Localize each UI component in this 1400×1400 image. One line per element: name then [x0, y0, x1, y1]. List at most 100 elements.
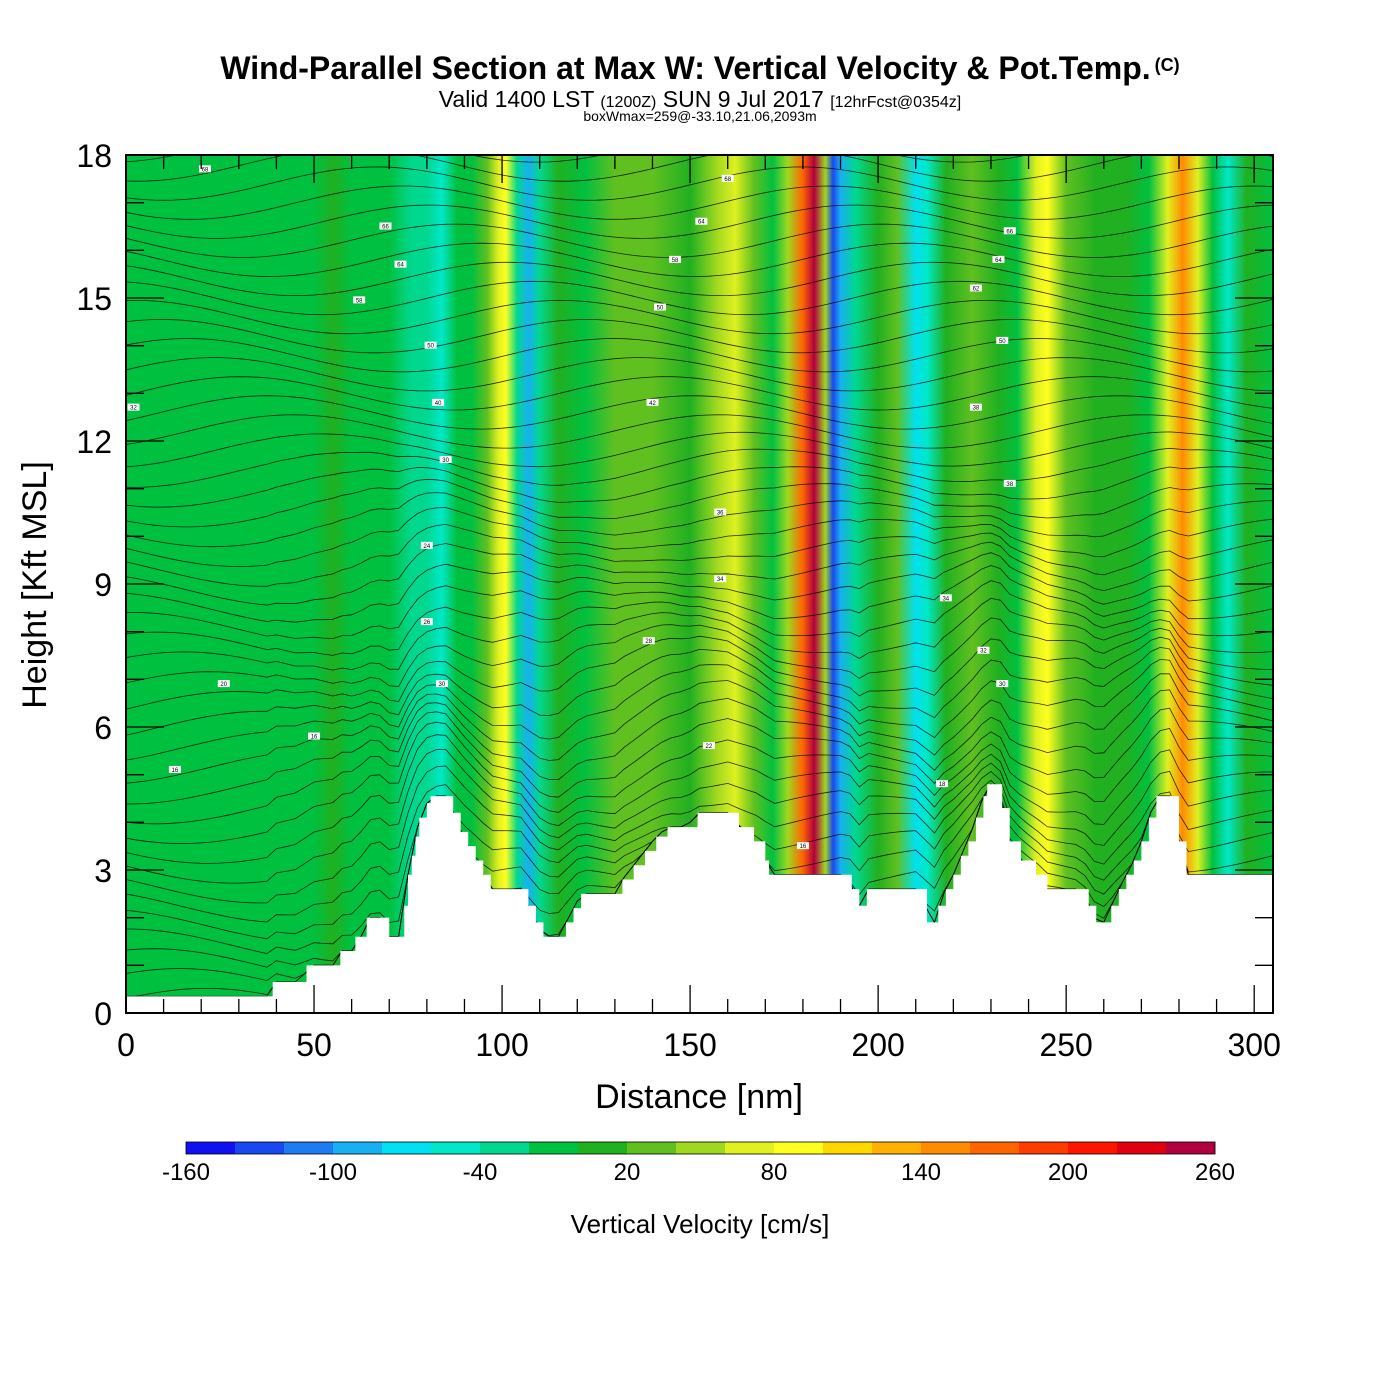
x-tick-label: 100 — [475, 1027, 528, 1063]
colorbar-frame — [185, 1141, 1216, 1155]
contour-label-box — [695, 217, 708, 225]
x-axis-title: Distance [nm] — [595, 1078, 803, 1116]
contour-label-box — [308, 732, 321, 740]
contour-label: 16 — [800, 844, 807, 850]
theta-contour — [126, 597, 1273, 671]
contour-label: 30 — [999, 682, 1006, 688]
theta-contour — [126, 376, 1273, 411]
colorbar-swatch — [235, 1142, 285, 1154]
colorbar-label: 80 — [761, 1159, 788, 1186]
theta-contour — [126, 646, 1273, 736]
theta-contour — [126, 242, 1273, 277]
theta-contour — [126, 580, 1273, 656]
colorbar-label: 140 — [901, 1159, 941, 1186]
y-tick-label: 12 — [76, 424, 112, 460]
theta-contour — [126, 689, 1273, 805]
contour-label-box — [1003, 479, 1016, 487]
contour-label-box — [217, 680, 230, 688]
colorbar-swatch — [431, 1142, 481, 1154]
y-axis-title: Height [Kft MSL] — [16, 461, 54, 709]
contour-label-box — [969, 284, 982, 292]
contour-label: 68 — [202, 167, 209, 173]
x-tick-label: 0 — [117, 1027, 135, 1063]
contour-label: 30 — [442, 458, 449, 464]
contour-label-box — [420, 618, 433, 626]
theta-contour — [126, 658, 1273, 761]
contour-label-box — [796, 842, 809, 850]
contour-label-box — [439, 456, 452, 464]
terrain-mask — [126, 784, 1273, 1013]
colorbar-swatch — [1166, 1142, 1216, 1154]
colorbar-swatch — [284, 1142, 334, 1154]
contour-label: 28 — [645, 639, 652, 645]
theta-contour — [126, 319, 1273, 354]
theta-contour — [126, 166, 1273, 201]
x-axis: 0 50 100 150 200 250 300 — [117, 155, 1281, 1063]
colorbar-swatch — [480, 1142, 530, 1154]
contour-label-box — [721, 174, 734, 182]
contour-label: 34 — [717, 577, 724, 583]
colorbar-swatch — [529, 1142, 579, 1154]
contour-label: 20 — [220, 682, 227, 688]
colorbar-swatch — [186, 1142, 236, 1154]
theta-contour — [126, 765, 1273, 904]
theta-contour — [126, 734, 1273, 864]
contour-label-box — [127, 403, 140, 411]
colorbar-swatch — [921, 1142, 971, 1154]
chart-title: Wind-Parallel Section at Max W: Vertical… — [220, 50, 1180, 86]
contour-label-box — [654, 303, 667, 311]
colorbar-swatch — [1068, 1142, 1118, 1154]
theta-contour — [126, 155, 1273, 182]
theta-contour — [126, 357, 1273, 392]
colorbar-swatch — [333, 1142, 383, 1154]
contour-label-box — [198, 165, 211, 173]
colorbar-label: 200 — [1048, 1159, 1088, 1186]
contour-label: 50 — [999, 339, 1006, 345]
forecast-info: [12hrFcst@0354z] — [830, 94, 962, 111]
contour-label: 64 — [698, 220, 705, 226]
box-wmax-info: boxWmax=259@-33.10,21.06,2093m — [583, 108, 817, 124]
theta-contour — [126, 541, 1273, 606]
theta-contour — [126, 414, 1273, 449]
valid-date: SUN 9 Jul 2017 — [662, 86, 824, 112]
theta-contour — [126, 261, 1273, 297]
colorbar-swatch — [676, 1142, 726, 1154]
contour-label: 34 — [942, 596, 949, 602]
contour-label: 24 — [424, 544, 431, 550]
contour-label: 38 — [973, 406, 980, 412]
y-tick-label: 18 — [76, 138, 112, 174]
theta-contour — [126, 523, 1273, 587]
colorbar-swatch — [627, 1142, 677, 1154]
contour-label: 50 — [427, 344, 434, 350]
colorbar-swatch — [774, 1142, 824, 1154]
theta-contour — [126, 707, 1273, 825]
contour-label-box — [992, 255, 1005, 263]
theta-contour — [126, 617, 1273, 688]
y-tick-label: 9 — [94, 567, 112, 603]
theta-contour — [126, 748, 1273, 884]
colorbar: -160 -100 -40 20 80 140 200 260 — [162, 1141, 1235, 1186]
theta-contour — [126, 507, 1273, 567]
contour-label: 22 — [706, 744, 713, 750]
theta-contour — [126, 431, 1273, 468]
chart-subtitle: Valid 1400 LST (1200Z) SUN 9 Jul 2017 [1… — [0, 86, 1400, 113]
theta-contour — [126, 299, 1273, 335]
colorbar-swatch — [823, 1142, 873, 1154]
contour-label: 64 — [995, 258, 1002, 264]
theta-contour — [126, 565, 1273, 640]
theta-contour — [126, 447, 1273, 488]
contour-label-box — [669, 255, 682, 263]
theta-contour — [126, 721, 1273, 845]
colorbar-swatch — [578, 1142, 628, 1154]
contour-label: 66 — [1006, 229, 1013, 235]
contour-label-box — [996, 336, 1009, 344]
colorbar-label: -160 — [162, 1159, 210, 1186]
contour-label-box — [714, 508, 727, 516]
colorbar-title: Vertical Velocity [cm/s] — [571, 1209, 830, 1239]
theta-contour — [126, 635, 1273, 710]
x-tick-label: 300 — [1228, 1027, 1281, 1063]
contour-label: 38 — [1006, 482, 1013, 488]
contour-label-box — [702, 742, 715, 750]
